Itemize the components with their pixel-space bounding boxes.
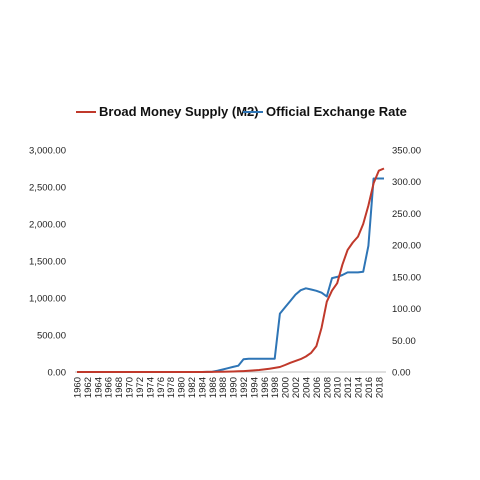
right-y-tick-label: 50.00 bbox=[392, 336, 416, 347]
x-tick-label: 2016 bbox=[364, 377, 375, 398]
series-layer bbox=[77, 167, 385, 373]
legend-label-exchange-rate: Official Exchange Rate bbox=[266, 104, 407, 119]
left-y-tick-label: 2,000.00 bbox=[29, 220, 66, 231]
x-tick-label: 2010 bbox=[333, 377, 344, 398]
x-tick-label: 1978 bbox=[166, 377, 177, 398]
x-tick-label: 2008 bbox=[322, 377, 333, 398]
x-tick-label: 1982 bbox=[187, 377, 198, 398]
right-y-tick-label: 100.00 bbox=[392, 304, 421, 315]
left-y-tick-label: 1,000.00 bbox=[29, 294, 66, 305]
left-y-tick-label: 1,500.00 bbox=[29, 257, 66, 268]
x-tick-label: 1980 bbox=[177, 377, 188, 398]
x-tick-label: 1986 bbox=[208, 377, 219, 398]
x-tick-label: 2014 bbox=[353, 377, 364, 398]
left-y-tick-label: 0.00 bbox=[48, 368, 67, 379]
x-tick-label: 1966 bbox=[104, 377, 115, 398]
right-y-tick-label: 300.00 bbox=[392, 177, 421, 188]
x-tick-label: 1992 bbox=[239, 377, 250, 398]
x-tick-label: 1960 bbox=[73, 377, 84, 398]
x-tick-label: 2018 bbox=[374, 377, 385, 398]
x-tick-label: 1968 bbox=[114, 377, 125, 398]
right-y-axis-ticks: 0.00 50.00 100.00 150.00 200.00 250.00 300.00 3… bbox=[392, 146, 421, 379]
x-tick-label: 2006 bbox=[312, 377, 323, 398]
legend: Broad Money Supply (M2) Official Exchang… bbox=[76, 104, 407, 119]
right-y-tick-label: 350.00 bbox=[392, 146, 421, 157]
x-tick-label: 1984 bbox=[197, 377, 208, 398]
right-y-tick-label: 250.00 bbox=[392, 209, 421, 220]
x-tick-label: 1998 bbox=[270, 377, 281, 398]
x-tick-label: 2002 bbox=[291, 377, 302, 398]
x-tick-label: 1976 bbox=[156, 377, 167, 398]
x-tick-label: 1970 bbox=[125, 377, 136, 398]
x-axis-ticks: 1960 1962 1964 1966 1968 1970 1972 1974 1976 1978… bbox=[73, 377, 386, 398]
right-y-tick-label: 150.00 bbox=[392, 272, 421, 283]
series-line-official-exchange-rate bbox=[77, 177, 384, 373]
legend-label-m2: Broad Money Supply (M2) bbox=[99, 104, 259, 119]
series-line-broad-money-supply-m2 bbox=[77, 167, 385, 373]
right-y-tick-label: 200.00 bbox=[392, 241, 421, 252]
x-tick-label: 2004 bbox=[301, 377, 312, 398]
x-tick-label: 1996 bbox=[260, 377, 271, 398]
x-tick-label: 1972 bbox=[135, 377, 146, 398]
right-y-tick-label: 0.00 bbox=[392, 368, 411, 379]
left-y-axis-ticks: 0.00 500.00 1,000.00 1,500.00 2,000.00 2,500.… bbox=[29, 146, 66, 379]
x-tick-label: 1964 bbox=[93, 377, 104, 398]
x-tick-label: 2000 bbox=[281, 377, 292, 398]
x-tick-label: 1990 bbox=[229, 377, 240, 398]
left-y-tick-label: 2,500.00 bbox=[29, 183, 66, 194]
x-tick-label: 1974 bbox=[145, 377, 156, 398]
left-y-tick-label: 500.00 bbox=[37, 331, 66, 342]
x-tick-label: 1962 bbox=[83, 377, 94, 398]
left-y-tick-label: 3,000.00 bbox=[29, 146, 66, 157]
x-tick-label: 1988 bbox=[218, 377, 229, 398]
x-tick-label: 1994 bbox=[249, 377, 260, 398]
x-tick-label: 2012 bbox=[343, 377, 354, 398]
